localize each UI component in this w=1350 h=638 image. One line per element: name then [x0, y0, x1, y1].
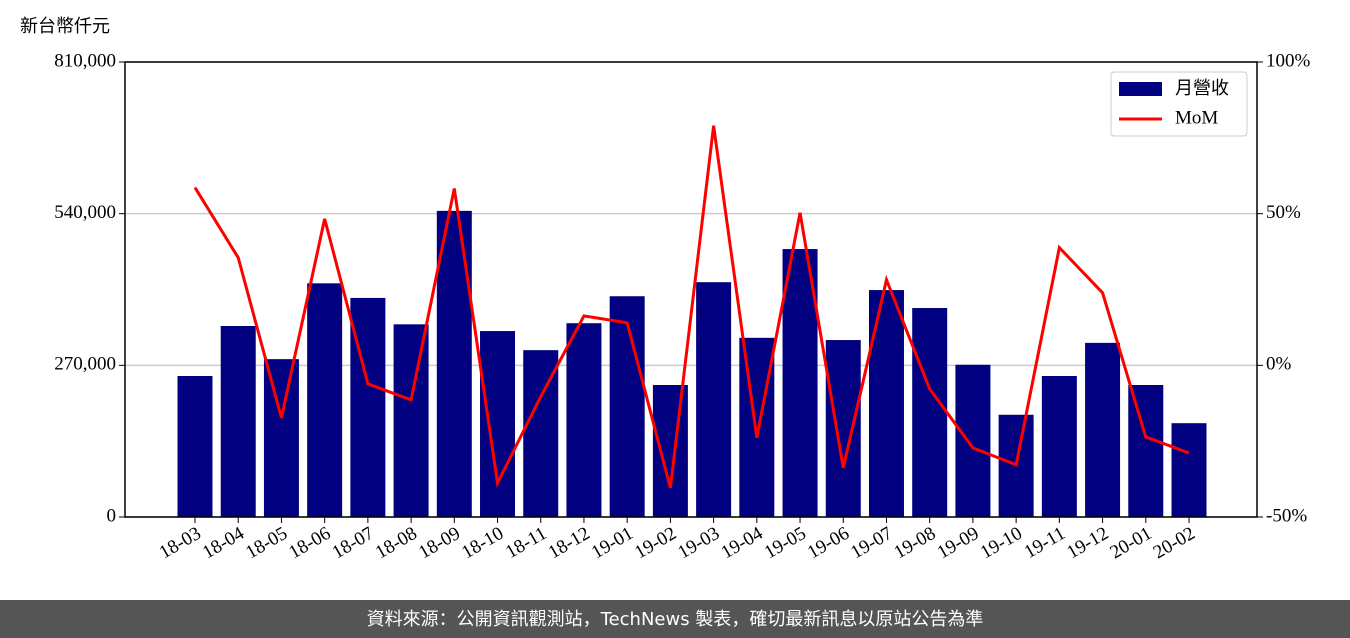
x-tick-label: 18-05: [242, 523, 291, 563]
x-tick-label: 18-09: [415, 523, 464, 563]
y-tick-label: 810,000: [54, 50, 116, 71]
bar: [825, 340, 861, 517]
legend-label: 月營收: [1175, 78, 1229, 99]
x-tick-label: 18-10: [458, 523, 507, 563]
bar: [782, 249, 818, 518]
bar: [436, 210, 472, 517]
bar: [263, 359, 299, 517]
y2-tick-label: 50%: [1266, 202, 1301, 223]
bar: [609, 296, 645, 517]
legend-label: MoM: [1175, 107, 1218, 128]
x-tick-label: 18-11: [502, 523, 550, 563]
legend-swatch: [1119, 82, 1162, 96]
x-tick-label: 19-01: [588, 523, 637, 563]
bar: [696, 282, 732, 517]
y-tick-label: 0: [107, 505, 117, 526]
footer: 資料來源：公開資訊觀測站，TechNews 製表，確切最新訊息以原站公告為準: [367, 609, 984, 630]
x-tick-label: 19-05: [761, 523, 810, 563]
bar: [523, 350, 559, 517]
bar: [220, 326, 256, 517]
x-tick-label: 18-08: [372, 523, 421, 563]
bar: [652, 384, 688, 517]
y-tick-label: 540,000: [54, 202, 116, 223]
x-tick-label: 19-09: [934, 523, 983, 563]
x-tick-label: 19-07: [847, 523, 896, 563]
x-tick-label: 19-02: [631, 523, 680, 563]
bar: [868, 290, 904, 517]
line: [193, 125, 1190, 489]
x-tick-label: 18-03: [156, 523, 205, 563]
bar: [1085, 342, 1121, 517]
x-tick-label: 19-03: [674, 523, 723, 563]
y-tick-label: 270,000: [54, 354, 116, 375]
x-tick-label: 19-04: [718, 523, 767, 564]
bar: [480, 331, 516, 517]
bar: [350, 297, 386, 517]
x-tick-label: 19-08: [890, 523, 939, 563]
bar: [1171, 423, 1207, 517]
x-tick-label: 18-12: [545, 523, 594, 563]
x-tick-label: 20-02: [1150, 523, 1199, 563]
x-tick-label: 19-11: [1021, 523, 1069, 563]
x-tick-label: 20-01: [1107, 523, 1156, 563]
footer-band: [0, 600, 1350, 638]
y-axis-label: 新台幣仟元: [20, 16, 110, 37]
bar: [1128, 384, 1164, 517]
bar: [955, 364, 991, 517]
x-tick-label: 19-06: [804, 523, 853, 563]
bar: [1041, 376, 1077, 517]
x-tick-label: 19-12: [1063, 523, 1112, 563]
bar: [393, 324, 429, 517]
y2-tick-label: 100%: [1266, 50, 1311, 71]
bar: [307, 283, 343, 517]
plot-frame: [124, 61, 1258, 518]
x-tick-label: 18-04: [199, 523, 248, 564]
y2-tick-label: -50%: [1266, 505, 1307, 526]
x-tick-label: 18-07: [329, 523, 378, 563]
bar: [566, 323, 602, 517]
x-tick-label: 18-06: [285, 523, 334, 563]
x-tick-label: 19-10: [977, 523, 1026, 563]
bar: [912, 308, 948, 517]
y2-tick-label: 0%: [1266, 354, 1292, 375]
bar: [177, 376, 213, 517]
